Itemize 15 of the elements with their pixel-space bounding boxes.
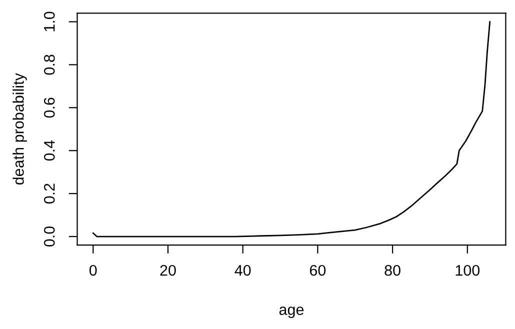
y-tick-label: 1.0 <box>44 12 55 32</box>
y-axis-title: death probability <box>12 73 27 185</box>
x-tick-label: 20 <box>160 264 176 276</box>
y-tick-label: 0.2 <box>44 184 55 204</box>
x-tick-label: 100 <box>456 264 480 276</box>
x-tick-label: 80 <box>384 264 400 276</box>
x-tick-label: 60 <box>310 264 326 276</box>
y-tick-label: 0.0 <box>44 226 55 247</box>
y-tick-label: 0.8 <box>44 54 55 75</box>
line-series <box>92 21 491 238</box>
x-tick-label: 40 <box>234 264 251 276</box>
y-tick-label: 0.6 <box>44 98 55 118</box>
x-tick-label: 0 <box>89 264 97 276</box>
x-axis-title: age <box>279 306 304 318</box>
y-tick-label: 0.4 <box>44 140 55 161</box>
